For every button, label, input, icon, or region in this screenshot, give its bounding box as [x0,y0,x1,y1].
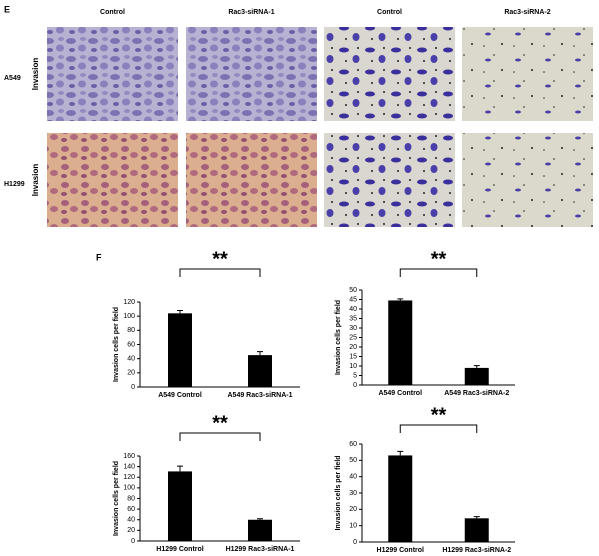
column-header: Control [100,9,125,16]
y-tick-label: 100 [123,313,135,320]
y-tick-label: 20 [349,506,357,513]
micrograph [186,27,317,121]
error-bar [257,518,263,520]
y-tick-label: 50 [349,287,357,294]
row-assay: Invasion [31,58,40,91]
y-tick-label: 60 [349,441,357,448]
y-tick-label: 100 [123,485,135,492]
y-tick-label: 10 [349,363,357,370]
bar [464,518,489,542]
bar [388,300,413,385]
significance-bracket [179,432,261,441]
x-tick-label: A549 Rac3-siRNA-1 [228,392,293,399]
error-bar [177,465,183,472]
y-tick-label: 25 [349,334,357,341]
y-tick-label: 160 [123,453,135,460]
error-bar [473,365,480,368]
significance-bracket [399,268,478,277]
significance-label: ** [212,412,228,434]
micrograph [324,133,455,227]
bar [168,313,192,387]
y-tick-label: 60 [127,341,135,348]
y-tick-label: 40 [127,356,135,363]
y-tick-label: 80 [127,495,135,502]
x-tick-label: A549 Control [158,392,202,399]
panel-label: E [4,4,10,14]
significance-label: ** [431,404,447,426]
error-bar [397,450,404,456]
y-tick-label: 120 [123,299,135,306]
y-axis-label: Invasion cells per field [335,300,342,375]
micrograph [462,27,593,121]
bar [464,367,489,385]
micrograph [186,133,317,227]
y-tick-label: 80 [127,327,135,334]
y-tick-label: 40 [349,474,357,481]
significance-label: ** [431,248,447,270]
significance-bracket [179,268,261,277]
y-tick-label: 50 [349,457,357,464]
significance-label: ** [212,248,228,270]
x-tick-label: H1299 Rac3-siRNA-2 [442,547,511,554]
y-tick-label: 60 [127,506,135,513]
column-header: Rac3-siRNA-2 [504,9,550,16]
y-tick-label: 40 [127,517,135,524]
y-tick-label: 20 [349,344,357,351]
y-tick-label: 0 [353,539,357,546]
x-tick-label: H1299 Control [156,546,204,553]
column-header: Rac3-siRNA-1 [228,9,274,16]
micrograph [462,133,593,227]
y-tick-label: 20 [127,370,135,377]
y-tick-label: 40 [349,306,357,313]
row-assay: Invasion [31,164,40,197]
bar [248,519,272,541]
y-tick-label: 35 [349,315,357,322]
x-tick-label: A549 Rac3-siRNA-2 [444,390,509,397]
bar [388,455,413,542]
y-tick-label: 0 [353,382,357,389]
row-label: A549 [4,75,21,82]
y-tick-label: 120 [123,474,135,481]
y-tick-label: 45 [349,296,357,303]
y-tick-label: 30 [349,490,357,497]
y-tick-label: 0 [131,384,135,391]
x-tick-label: H1299 Control [377,547,425,554]
y-tick-label: 30 [349,325,357,332]
x-tick-label: H1299 Rac3-siRNA-1 [226,546,295,553]
y-tick-label: 10 [349,523,357,530]
row-label: H1299 [4,181,25,188]
y-tick-label: 0 [131,538,135,545]
error-bar [257,351,263,356]
micrograph [324,27,455,121]
bar [168,471,192,541]
column-header: Control [377,9,402,16]
micrograph [47,133,178,227]
x-tick-label: A549 Control [378,390,422,397]
micrograph [47,27,178,121]
error-bar [473,516,480,519]
panel-label: F [96,252,102,262]
error-bar [177,310,183,314]
y-tick-label: 140 [123,463,135,470]
y-tick-label: 20 [127,527,135,534]
error-bar [397,298,404,301]
y-tick-label: 15 [349,353,357,360]
bar [248,355,272,387]
y-axis-label: Invasion cells per field [113,461,120,536]
y-tick-label: 5 [353,372,357,379]
y-axis-label: Invasion cells per field [113,307,120,382]
y-axis-label: Invasion cells per field [335,455,342,530]
significance-bracket [399,424,478,433]
